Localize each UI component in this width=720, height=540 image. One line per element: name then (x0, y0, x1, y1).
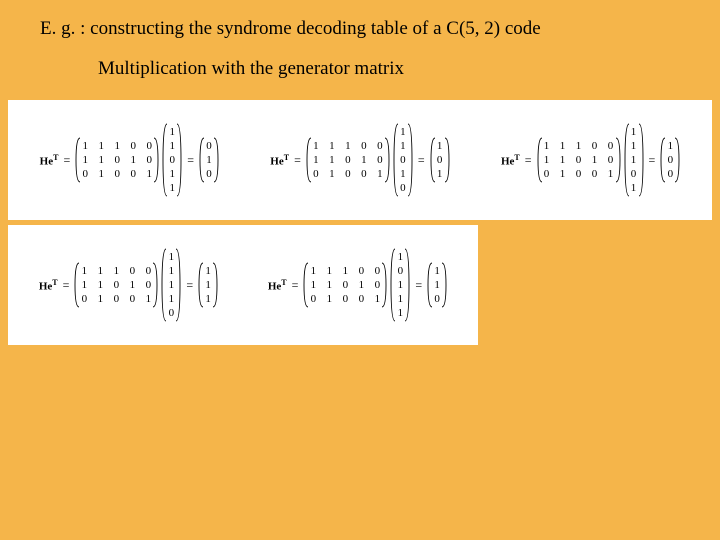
equation: HeT = 111001101001001 11101 = 100 (501, 123, 680, 197)
label-HeT: HeT (40, 153, 59, 168)
equals-sign: = (294, 153, 301, 168)
label-HeT: HeT (501, 153, 520, 168)
equals-sign: = (525, 153, 532, 168)
equals-sign: = (187, 153, 194, 168)
equals-sign: = (418, 153, 425, 168)
equation: HeT = 111001101001001 11110 = 111 (39, 248, 218, 322)
equation-row-1: HeT = 111001101001001 11011 = 010 HeT = … (8, 100, 712, 220)
equals-sign: = (186, 278, 193, 293)
label-HeT: HeT (268, 278, 287, 293)
page-title: E. g. : constructing the syndrome decodi… (40, 18, 541, 40)
label-HeT: HeT (39, 278, 58, 293)
equation: HeT = 111001101001001 11011 = 010 (40, 123, 219, 197)
equation: HeT = 111001101001001 11010 = 101 (270, 123, 449, 197)
equals-sign: = (292, 278, 299, 293)
equation: HeT = 111001101001001 10111 = 110 (268, 248, 447, 322)
page-subtitle: Multiplication with the generator matrix (98, 58, 404, 80)
equals-sign: = (63, 153, 70, 168)
equation-row-2: HeT = 111001101001001 11110 = 111 HeT = … (8, 225, 478, 345)
equals-sign: = (649, 153, 656, 168)
equals-sign: = (63, 278, 70, 293)
equals-sign: = (415, 278, 422, 293)
label-HeT: HeT (270, 153, 289, 168)
